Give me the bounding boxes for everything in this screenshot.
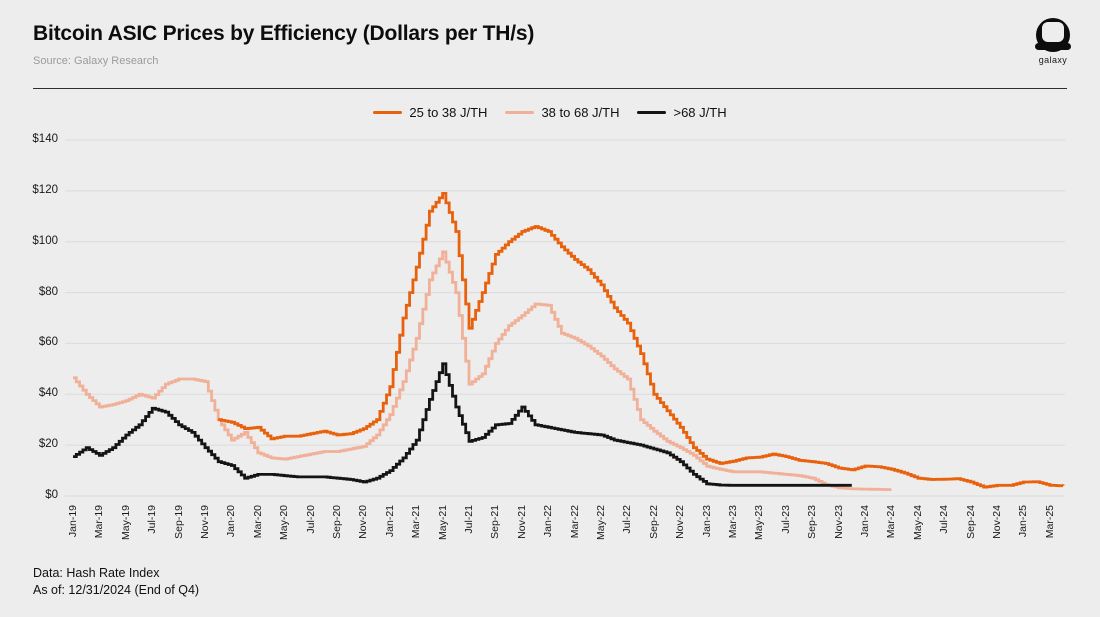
galaxy-helmet-icon [1035,18,1071,52]
x-tick-label: Mar-22 [568,505,581,539]
x-tick-label: May-20 [278,505,291,541]
x-tick-label: Jan-24 [859,505,871,538]
x-tick-label: May-23 [753,505,766,541]
footer-data-source: Data: Hash Rate Index [33,566,160,580]
legend-item-2: >68 J/TH [637,105,727,120]
legend-label: >68 J/TH [673,105,727,120]
series-line-1 [73,250,892,491]
source-label: Source: Galaxy Research [33,55,159,67]
x-tick-label: Nov-24 [991,505,1003,539]
x-tick-label: Mar-23 [727,505,739,539]
x-tick-label: Mar-24 [885,505,898,539]
y-tick-label: $140 [32,133,58,145]
x-tick-label: Jan-23 [700,505,713,538]
x-tick-label: Jan-22 [542,505,555,538]
x-tick-label: Sep-19 [172,505,185,539]
x-tick-label: Jul-24 [938,505,951,534]
y-tick-label: $0 [45,489,58,501]
legend: 25 to 38 J/TH 38 to 68 J/TH >68 J/TH [0,105,1100,120]
x-tick-label: Nov-20 [357,505,370,539]
x-tick-label: May-22 [595,505,607,541]
y-tick-label: $120 [32,183,58,196]
x-tick-label: Mar-21 [410,505,423,539]
legend-label: 25 to 38 J/TH [409,105,488,120]
x-tick-label: Jul-19 [146,505,159,534]
legend-item-1: 38 to 68 J/TH [505,105,619,120]
x-tick-label: Sep-22 [647,505,660,539]
x-tick-label: Nov-23 [832,505,845,539]
legend-item-0: 25 to 38 J/TH [373,105,487,120]
x-tick-label: Sep-21 [489,505,502,539]
legend-label: 38 to 68 J/TH [541,105,620,120]
x-tick-label: Mar-25 [1043,505,1056,539]
x-tick-label: Sep-23 [806,505,819,539]
logo-wordmark: galaxy [1038,55,1068,65]
x-tick-label: Jul-20 [304,505,317,534]
x-tick-label: Nov-21 [515,505,528,539]
page-title: Bitcoin ASIC Prices by Efficiency (Dolla… [33,22,535,45]
x-tick-label: Nov-19 [199,505,211,539]
series-line-0 [218,192,1065,489]
x-tick-label: Jul-22 [621,505,634,534]
x-tick-label: May-24 [911,505,924,541]
series-line-2 [73,362,852,487]
legend-swatch-icon [637,110,667,115]
x-tick-label: Jan-20 [225,505,238,538]
x-tick-label: Sep-24 [964,505,977,539]
x-tick-label: Nov-22 [674,505,687,539]
x-tick-label: Jan-25 [1017,505,1030,538]
footer: Data: Hash Rate Index As of: 12/31/2024 … [33,565,199,599]
y-tick-label: $40 [38,387,58,400]
galaxy-logo: galaxy [1027,18,1079,65]
x-tick-label: Mar-19 [93,505,106,539]
x-tick-label: Jul-21 [463,505,475,534]
legend-swatch-icon [505,110,535,115]
x-tick-label: Jan-19 [67,505,79,538]
x-tick-label: Jul-23 [779,505,792,534]
x-tick-label: Jan-21 [383,505,396,538]
footer-as-of: As of: 12/31/2024 (End of Q4) [33,582,200,597]
x-tick-label: Sep-20 [331,505,343,539]
legend-swatch-icon [373,110,403,115]
y-tick-label: $80 [38,285,58,298]
x-tick-label: May-19 [119,505,132,541]
y-tick-label: $60 [38,336,58,349]
y-tick-label: $100 [32,234,58,247]
chart-svg [65,139,1065,497]
header-divider [33,88,1067,89]
y-tick-label: $20 [38,438,58,451]
x-tick-label: May-21 [436,505,449,541]
x-tick-label: Mar-20 [251,505,264,539]
